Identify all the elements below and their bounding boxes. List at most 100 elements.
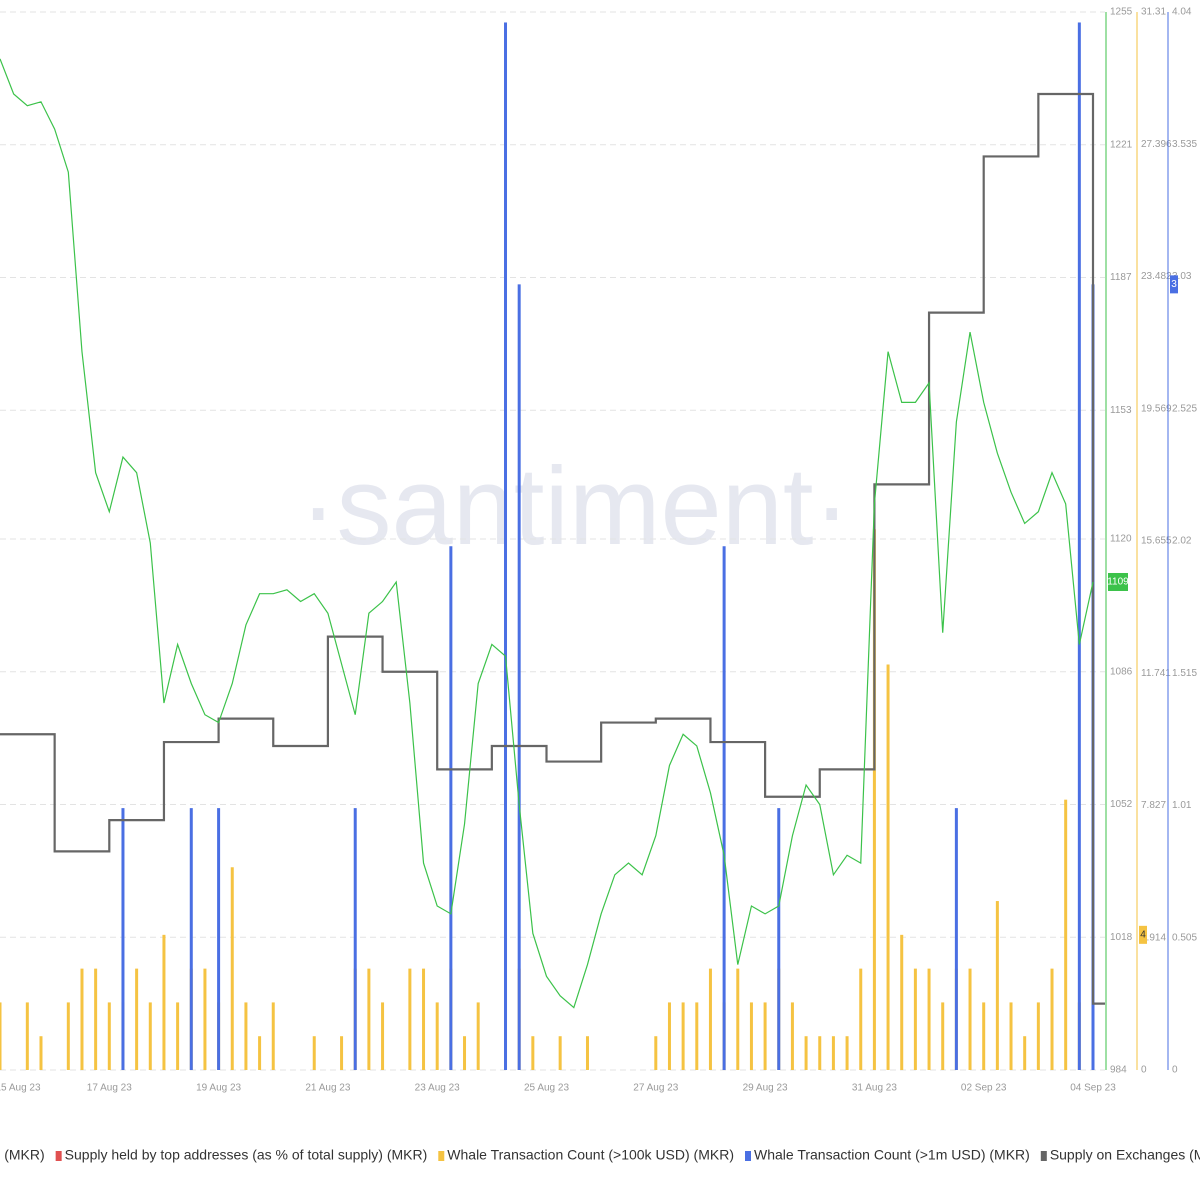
y-tick-label: 1120 — [1110, 534, 1132, 545]
y-tick-label: 1086 — [1110, 666, 1133, 677]
value-badge-label: 1109 — [1107, 577, 1129, 588]
legend-swatch — [745, 1151, 751, 1161]
bar — [517, 284, 521, 1070]
y-tick-label: 27.396 — [1141, 139, 1172, 150]
bar — [886, 664, 890, 1070]
value-badge — [1170, 275, 1178, 294]
x-tick-label: 27 Aug 23 — [633, 1083, 678, 1094]
bar — [695, 1002, 699, 1070]
value-badge — [1108, 572, 1128, 591]
y-tick-label: 1.01 — [1172, 800, 1192, 811]
bar — [1036, 1002, 1040, 1070]
bar — [271, 1002, 275, 1070]
bar — [1009, 1002, 1013, 1070]
bar — [435, 1002, 439, 1070]
bar — [476, 1002, 480, 1070]
bar — [1023, 1036, 1027, 1070]
bar — [954, 808, 958, 1070]
x-tick-label: 19 Aug 23 — [196, 1083, 241, 1094]
legend-swatch — [438, 1151, 445, 1161]
x-tick-label: 15 Aug 23 — [0, 1083, 41, 1094]
bar — [790, 1002, 794, 1070]
x-tick-label: 17 Aug 23 — [87, 1083, 132, 1094]
y-tick-label: 1153 — [1110, 405, 1132, 416]
bar — [148, 1002, 152, 1070]
bar — [504, 22, 508, 1071]
x-tick-label: 31 Aug 23 — [852, 1083, 897, 1094]
bar — [845, 1036, 849, 1070]
bar — [176, 1002, 180, 1070]
bar — [982, 1002, 986, 1070]
legend-swatch — [55, 1151, 62, 1161]
bar — [217, 808, 221, 1070]
bar — [381, 1002, 385, 1070]
y-tick-label: 31.31 — [1141, 7, 1166, 18]
bar — [422, 968, 426, 1070]
y-tick-label: 0 — [1172, 1065, 1178, 1076]
y-tick-label: 1221 — [1110, 139, 1133, 150]
bar — [121, 808, 125, 1070]
bar — [135, 968, 139, 1070]
bar — [818, 1036, 822, 1070]
bar — [203, 968, 207, 1070]
bar — [39, 1036, 43, 1070]
y-tick-label: 3.914 — [1141, 932, 1166, 943]
bar — [162, 934, 166, 1070]
bar — [449, 546, 453, 1070]
bar — [763, 1002, 767, 1070]
y-tick-label: 2.02 — [1172, 536, 1192, 547]
y-tick-label: 0 — [1141, 1065, 1147, 1076]
y-tick-label: 1052 — [1110, 799, 1133, 810]
bar — [708, 968, 712, 1070]
bar — [0, 1002, 2, 1070]
x-tick-label: 25 Aug 23 — [524, 1083, 569, 1094]
value-badge-label: 4 — [1140, 929, 1146, 940]
x-tick-label: 02 Sep 23 — [961, 1083, 1007, 1094]
legend-label: Supply on Exchanges (MKR) — [1050, 1147, 1200, 1163]
y-tick-label: 1255 — [1110, 7, 1133, 18]
bar — [667, 1002, 671, 1070]
bar — [408, 968, 412, 1070]
y-tick-label: 4.04 — [1172, 7, 1192, 18]
bar — [340, 1036, 344, 1070]
bar — [189, 808, 193, 1070]
legend-label: Whale Transaction Count (>1m USD) (MKR) — [754, 1147, 1030, 1163]
bar — [558, 1036, 562, 1070]
supply-line — [0, 92, 1105, 1005]
bar — [66, 1002, 70, 1070]
bar — [531, 1036, 535, 1070]
bar — [107, 1002, 111, 1070]
y-tick-label: 1187 — [1110, 272, 1132, 283]
x-tick-label: 21 Aug 23 — [305, 1083, 350, 1094]
bar — [1064, 799, 1068, 1070]
bar — [968, 968, 972, 1070]
legend-label: Supply held by top addresses (as % of to… — [65, 1147, 428, 1163]
legend-label: Whale Transaction Count (>100k USD) (MKR… — [447, 1147, 734, 1163]
bar — [927, 968, 931, 1070]
bar — [353, 808, 357, 1070]
x-tick-label: 29 Aug 23 — [743, 1083, 788, 1094]
value-badge — [1139, 925, 1147, 944]
y-tick-label: 984 — [1110, 1065, 1127, 1076]
bar — [312, 1036, 316, 1070]
bar — [1077, 22, 1081, 1071]
bar — [722, 546, 726, 1070]
bar — [654, 1036, 658, 1070]
y-tick-label: 23.482 — [1141, 271, 1172, 282]
bar — [681, 1002, 685, 1070]
bar — [230, 867, 234, 1070]
x-tick-label: 04 Sep 23 — [1070, 1083, 1116, 1094]
y-tick-label: 3.03 — [1172, 271, 1192, 282]
price-line — [0, 58, 1094, 1009]
bar — [831, 1036, 835, 1070]
bar — [872, 529, 876, 1070]
y-tick-label: 3.535 — [1172, 139, 1197, 150]
y-tick-label: 15.655 — [1141, 536, 1172, 547]
bar — [900, 934, 904, 1070]
bar — [367, 968, 371, 1070]
y-tick-label: 2.525 — [1172, 403, 1197, 414]
y-tick-label: 11.741 — [1141, 668, 1171, 679]
bar — [736, 968, 740, 1070]
bar — [749, 1002, 753, 1070]
bar — [804, 1036, 808, 1070]
